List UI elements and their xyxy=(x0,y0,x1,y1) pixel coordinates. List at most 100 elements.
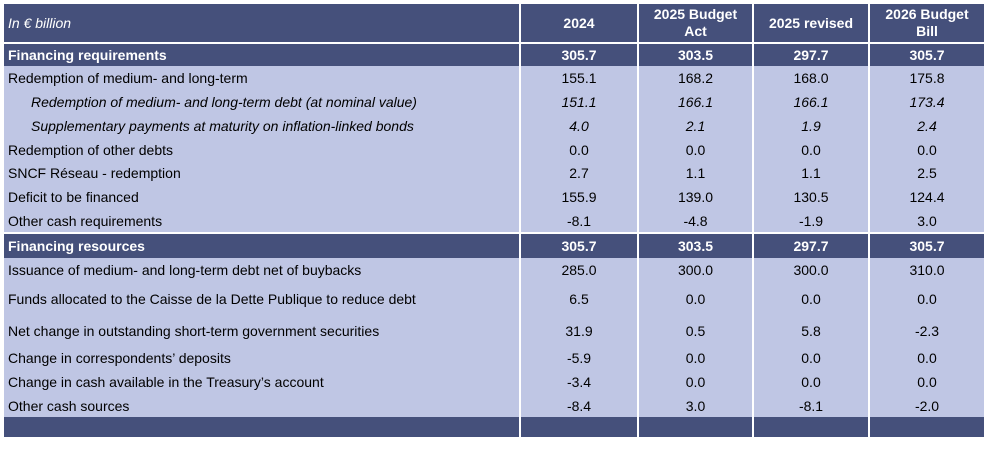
section-total: 303.5 xyxy=(638,42,754,66)
row-value: 0.0 xyxy=(753,138,870,161)
row-value: 155.9 xyxy=(520,185,639,209)
row-label: Change in correspondents’ deposits xyxy=(4,346,521,370)
table-row: Issuance of medium- and long-term debt n… xyxy=(4,258,984,282)
row-label: Redemption of medium- and long-term xyxy=(4,66,521,90)
row-value: 5.8 xyxy=(753,315,870,346)
row-value: 0.0 xyxy=(638,370,754,394)
row-value: 1.1 xyxy=(753,161,870,185)
row-value: 0.0 xyxy=(869,346,984,370)
row-value: -2.0 xyxy=(869,394,984,417)
row-label: Issuance of medium- and long-term debt n… xyxy=(4,258,521,282)
row-value: 2.1 xyxy=(638,114,754,138)
row-value: 168.0 xyxy=(753,66,870,90)
row-value: 168.2 xyxy=(638,66,754,90)
table-row: Change in correspondents’ deposits -5.9 0.… xyxy=(4,346,984,370)
table-footer-bar xyxy=(4,417,984,437)
row-value: 4.0 xyxy=(520,114,639,138)
section-title: Financing requirements xyxy=(4,42,521,66)
section-total: 305.7 xyxy=(520,232,639,258)
row-label: Deficit to be financed xyxy=(4,185,521,209)
row-value: 130.5 xyxy=(753,185,870,209)
section-total: 303.5 xyxy=(638,232,754,258)
row-value: 124.4 xyxy=(869,185,984,209)
row-value: 3.0 xyxy=(638,394,754,417)
table-row: Change in cash available in the Treasury… xyxy=(4,370,984,394)
row-value: 2.7 xyxy=(520,161,639,185)
row-label: Funds allocated to the Caisse de la Dett… xyxy=(4,282,521,315)
row-value: 300.0 xyxy=(638,258,754,282)
row-value: 0.5 xyxy=(638,315,754,346)
row-value: 151.1 xyxy=(520,90,639,114)
table-row: Redemption of medium- and long-term 155.1… xyxy=(4,66,984,90)
row-value: -8.1 xyxy=(753,394,870,417)
table-row: Net change in outstanding short-term gov… xyxy=(4,315,984,346)
table-row: SNCF Réseau - redemption 2.7 1.1 1.1 2.5 xyxy=(4,161,984,185)
row-value: 166.1 xyxy=(753,90,870,114)
row-value: 310.0 xyxy=(869,258,984,282)
row-value: 175.8 xyxy=(869,66,984,90)
table-row: Funds allocated to the Caisse de la Dett… xyxy=(4,282,984,315)
row-value: 0.0 xyxy=(753,282,870,315)
row-value: 0.0 xyxy=(638,282,754,315)
row-value: 285.0 xyxy=(520,258,639,282)
row-value: 0.0 xyxy=(638,138,754,161)
column-header-2025-revised: 2025 revised xyxy=(753,4,870,43)
section-total: 305.7 xyxy=(520,42,639,66)
column-header-2024: 2024 xyxy=(520,4,639,43)
row-label: Net change in outstanding short-term gov… xyxy=(4,315,521,346)
row-value: 0.0 xyxy=(753,346,870,370)
footer-cell xyxy=(520,417,639,437)
row-label: Other cash requirements xyxy=(4,209,521,233)
unit-label: In € billion xyxy=(4,4,521,43)
row-value: 1.1 xyxy=(638,161,754,185)
row-value: 2.4 xyxy=(869,114,984,138)
table-row: Redemption of medium- and long-term debt… xyxy=(4,90,984,114)
row-value: -8.4 xyxy=(520,394,639,417)
row-value: 0.0 xyxy=(869,282,984,315)
section-total: 297.7 xyxy=(753,232,870,258)
row-value: 3.0 xyxy=(869,209,984,233)
row-label: SNCF Réseau - redemption xyxy=(4,161,521,185)
section-total: 305.7 xyxy=(869,232,984,258)
table-row: Supplementary payments at maturity on in… xyxy=(4,114,984,138)
table-row: Redemption of other debts 0.0 0.0 0.0 0.0 xyxy=(4,138,984,161)
row-value: -5.9 xyxy=(520,346,639,370)
row-value: 31.9 xyxy=(520,315,639,346)
row-value: -4.8 xyxy=(638,209,754,233)
row-value: -3.4 xyxy=(520,370,639,394)
row-label: Other cash sources xyxy=(4,394,521,417)
row-label: Supplementary payments at maturity on in… xyxy=(4,114,521,138)
footer-cell xyxy=(869,417,984,437)
row-value: 139.0 xyxy=(638,185,754,209)
row-value: 2.5 xyxy=(869,161,984,185)
row-value: 0.0 xyxy=(753,370,870,394)
row-value: 0.0 xyxy=(520,138,639,161)
financing-table-container: In € billion 2024 2025 Budget Act 2025 r… xyxy=(4,4,984,437)
column-header-2025-budget-act: 2025 Budget Act xyxy=(638,4,754,43)
section-row-financing-resources: Financing resources 305.7 303.5 297.7 305.7 xyxy=(4,232,984,258)
section-total: 305.7 xyxy=(869,42,984,66)
row-value: 1.9 xyxy=(753,114,870,138)
row-value: 173.4 xyxy=(869,90,984,114)
footer-cell xyxy=(753,417,870,437)
footer-cell xyxy=(4,417,521,437)
header-row: In € billion 2024 2025 Budget Act 2025 r… xyxy=(4,4,984,43)
column-header-2026-budget-bill: 2026 Budget Bill xyxy=(869,4,984,43)
row-value: 0.0 xyxy=(869,138,984,161)
section-title: Financing resources xyxy=(4,232,521,258)
row-value: 300.0 xyxy=(753,258,870,282)
table-body: In € billion 2024 2025 Budget Act 2025 r… xyxy=(4,4,984,437)
row-value: -1.9 xyxy=(753,209,870,233)
row-label: Change in cash available in the Treasury… xyxy=(4,370,521,394)
row-label: Redemption of medium- and long-term debt… xyxy=(4,90,521,114)
table-row: Other cash requirements -8.1 -4.8 -1.9 3.0 xyxy=(4,209,984,233)
row-value: -8.1 xyxy=(520,209,639,233)
section-total: 297.7 xyxy=(753,42,870,66)
footer-cell xyxy=(638,417,754,437)
row-label: Redemption of other debts xyxy=(4,138,521,161)
row-value: 155.1 xyxy=(520,66,639,90)
financing-table: In € billion 2024 2025 Budget Act 2025 r… xyxy=(4,4,984,437)
row-value: 166.1 xyxy=(638,90,754,114)
row-value: 6.5 xyxy=(520,282,639,315)
section-row-financing-requirements: Financing requirements 305.7 303.5 297.7 305… xyxy=(4,42,984,66)
